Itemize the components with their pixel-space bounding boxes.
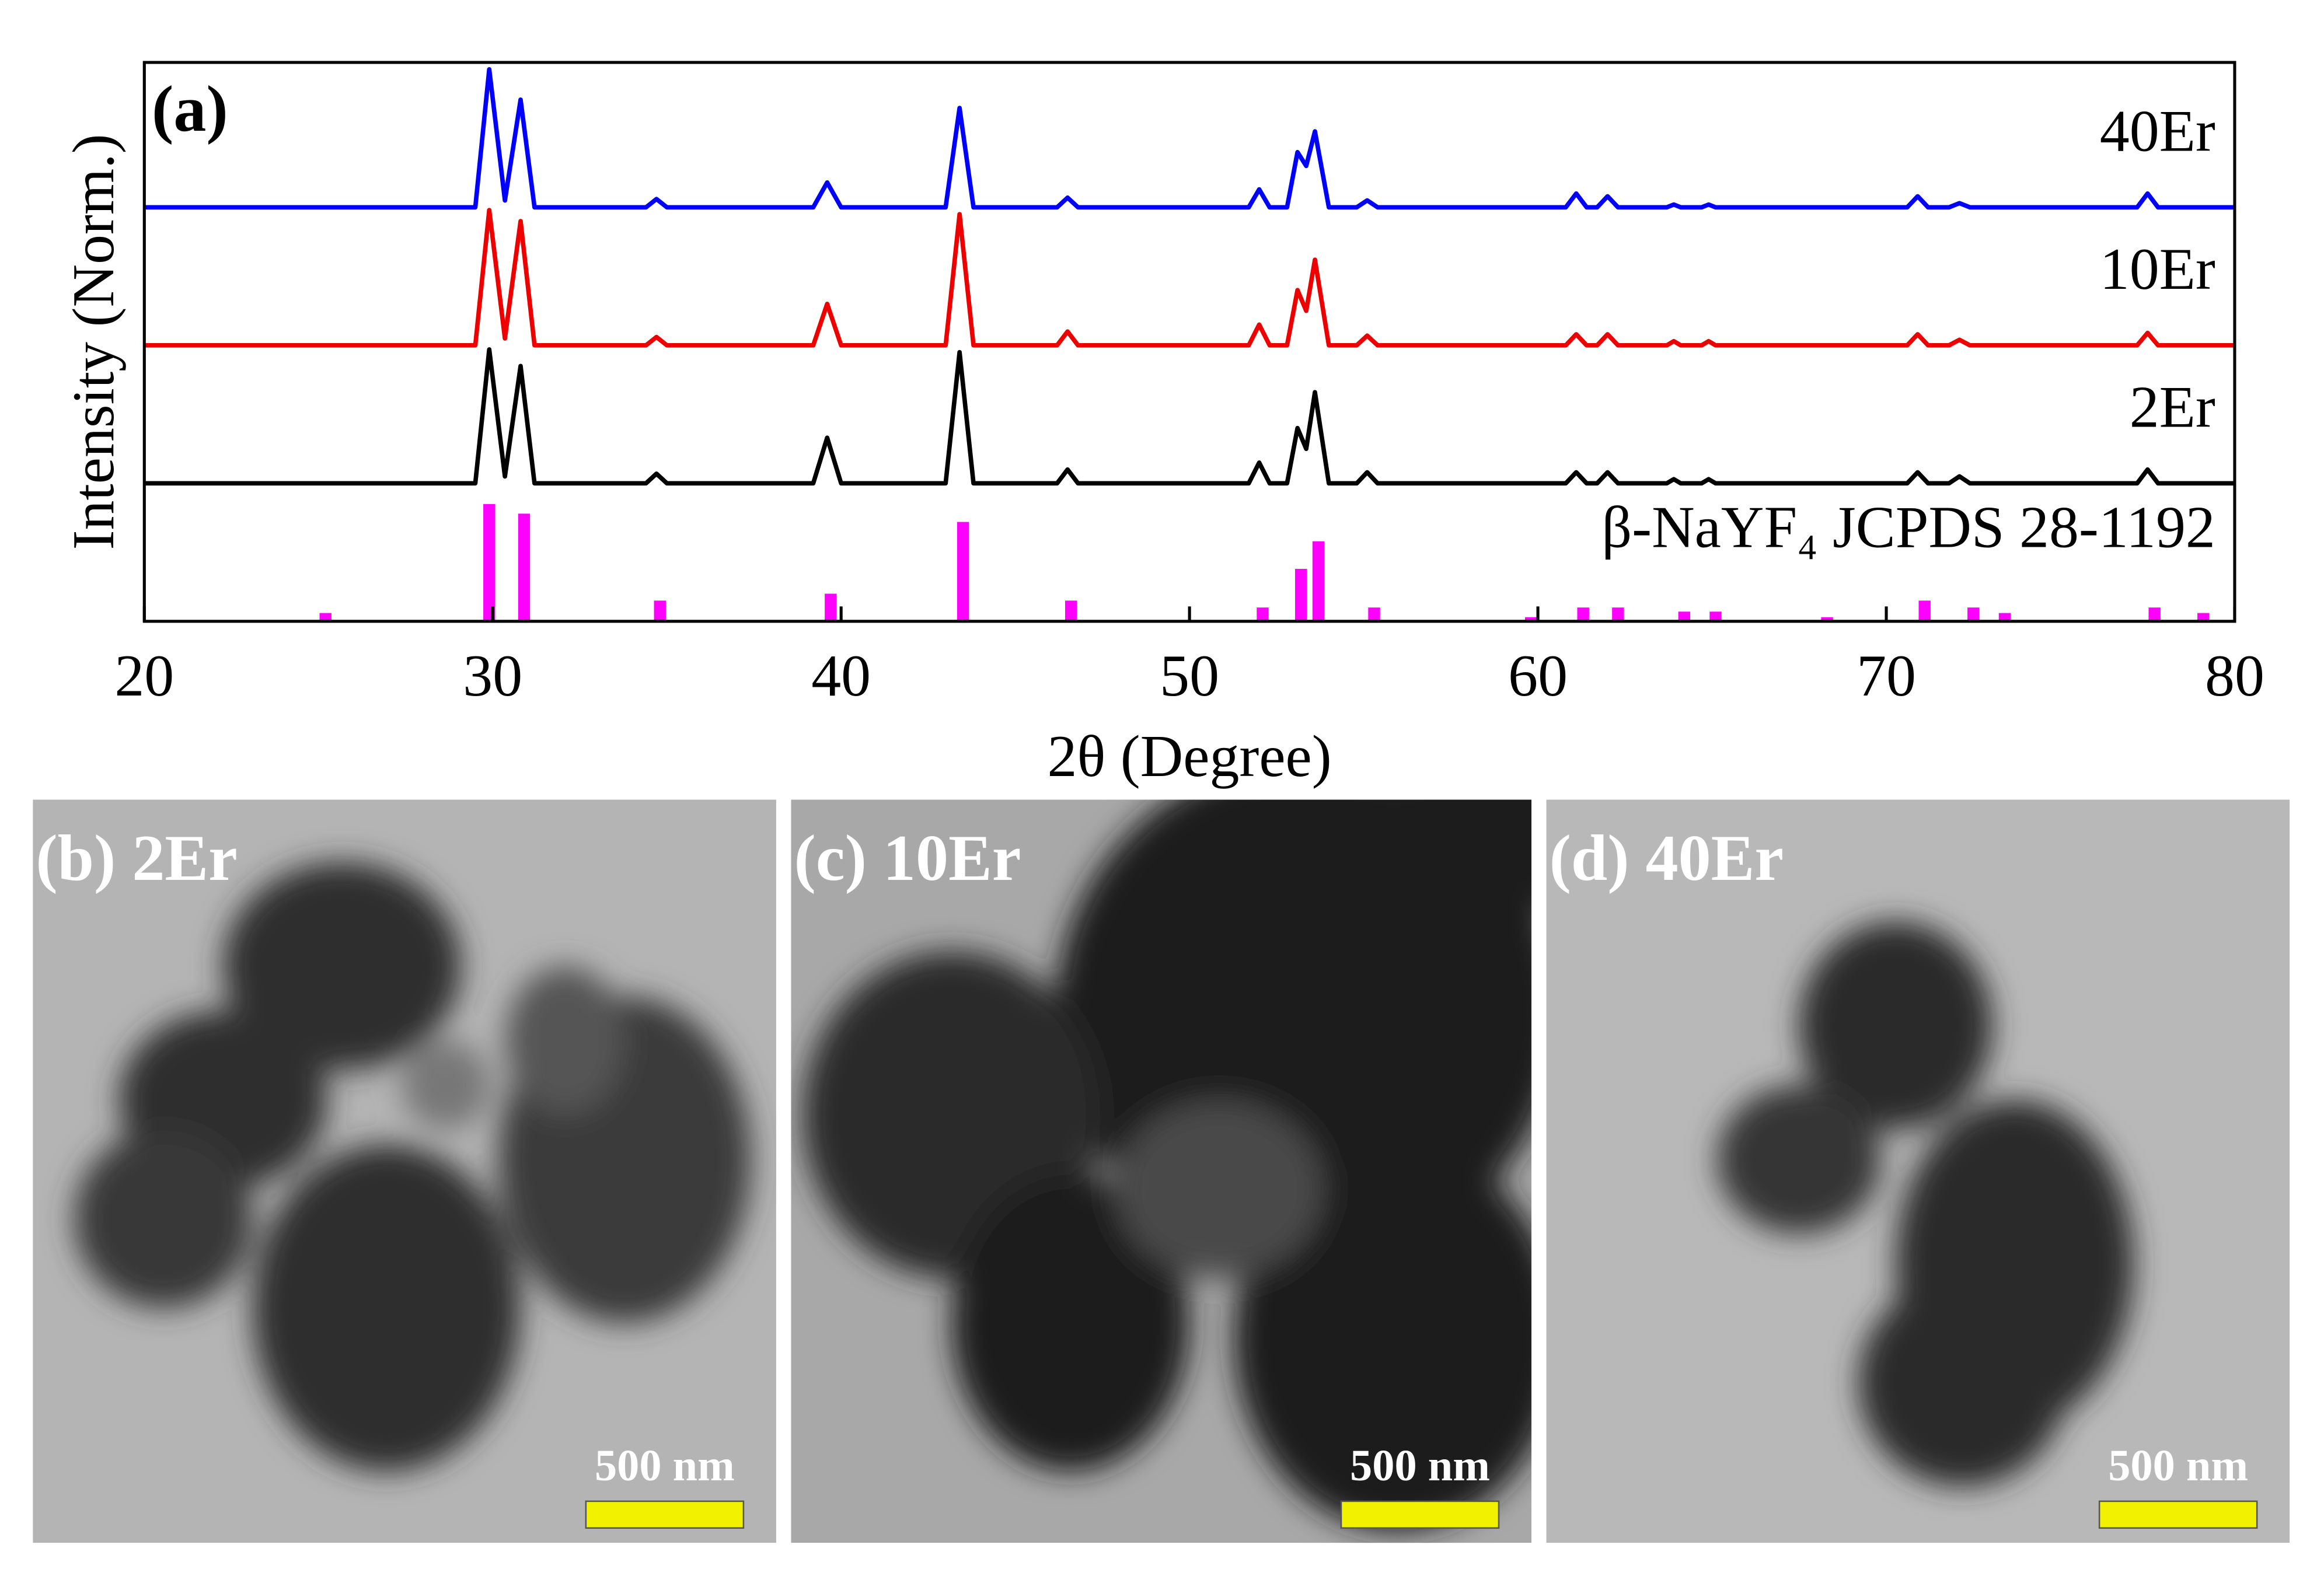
reference-bar [1967,607,1980,621]
image-label: (d) 40Er [1550,822,1784,894]
x-axis-label: 2θ (Degree) [1048,724,1332,789]
reference-bar [1312,541,1325,621]
reference-bar [825,593,837,621]
reference-bar [1918,600,1931,621]
tem-image [33,799,776,1543]
reference-bar [1065,600,1077,621]
image-label: (c) 10Er [794,822,1021,894]
tem-image [791,799,1532,1543]
x-tick-label: 50 [1160,643,1219,709]
image-label: (b) 2Er [36,822,238,894]
panel-label: (a) [152,73,228,145]
reference-bar [1998,613,2011,621]
reference-bar [483,504,495,621]
reference-bar [1577,607,1589,621]
xrd-line [144,67,2235,210]
x-tick-label: 60 [1508,643,1568,709]
reference-bar [1709,611,1722,621]
reference-bar [2148,607,2161,621]
xrd-line [144,347,2235,486]
series-label: 2Er [2130,375,2215,441]
x-tick-label: 20 [114,643,174,709]
reference-bar [957,522,969,621]
reference-bar [1257,607,1269,621]
tem-image [1546,799,2290,1543]
y-axis-label: Intensity (Norm.) [61,134,127,550]
scale-bar-label: 500 nm [1350,1441,1490,1490]
scale-bar [1340,1500,1500,1529]
reference-bar [1612,607,1624,621]
series-label: 10Er [2100,236,2215,302]
scale-bar [2098,1500,2258,1529]
reference-bar [1678,611,1690,621]
reference-label: β-NaYF₄ JCPDS 28-1192 [1601,494,2215,560]
series-label: 40Er [2100,99,2215,165]
reference-bar [2197,613,2210,621]
reference-bar [654,600,666,621]
reference-bar [1368,607,1380,621]
reference-bar [518,513,531,621]
scale-bar [585,1500,745,1529]
x-tick-label: 30 [463,643,522,709]
scale-bar-label: 500 nm [595,1441,735,1490]
reference-bar [1294,568,1307,621]
reference-bar [1524,617,1537,621]
x-tick-label: 80 [2205,643,2264,709]
scale-bar-label: 500 nm [2108,1441,2248,1490]
x-tick-label: 40 [811,643,871,709]
x-tick-label: 70 [1857,643,1916,709]
xrd-line [144,208,2235,348]
reference-bar [1821,617,1833,621]
reference-bar [319,613,331,621]
